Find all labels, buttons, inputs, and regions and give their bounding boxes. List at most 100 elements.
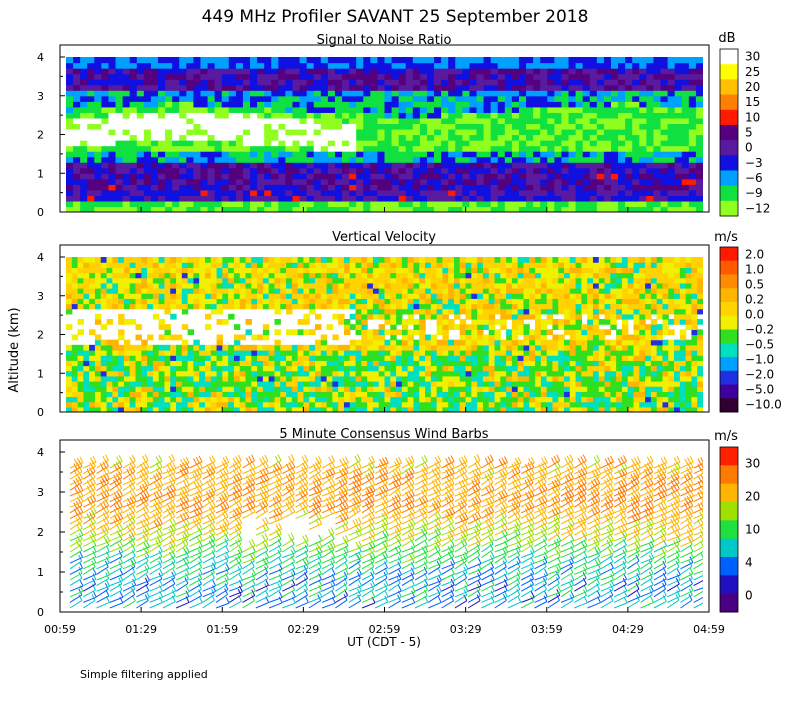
snr-cell xyxy=(427,107,435,113)
vv-cell xyxy=(564,329,570,335)
snr-cell xyxy=(604,135,612,141)
vv-cell xyxy=(512,257,518,263)
vv-cell xyxy=(66,257,72,263)
y-tick-label: 1 xyxy=(37,167,44,180)
vv-cell xyxy=(263,293,269,299)
snr-cell xyxy=(335,85,343,91)
snr-cell xyxy=(101,90,109,96)
snr-cell xyxy=(625,63,633,69)
snr-cell xyxy=(285,123,293,129)
vv-cell xyxy=(535,273,541,279)
vv-cell xyxy=(269,381,275,387)
snr-cell xyxy=(250,63,258,69)
snr-cell xyxy=(462,162,470,168)
vv-cell xyxy=(564,267,570,273)
snr-cell xyxy=(505,162,513,168)
vv-cell xyxy=(315,304,321,310)
vv-cell xyxy=(471,386,477,392)
snr-cell xyxy=(349,68,357,74)
snr-cell xyxy=(533,146,541,152)
snr-cell xyxy=(158,162,166,168)
vv-cell xyxy=(170,304,176,310)
vv-cell xyxy=(367,314,373,320)
vv-cell xyxy=(338,371,344,377)
snr-cell xyxy=(484,162,492,168)
vv-cell xyxy=(408,262,414,268)
vv-cell xyxy=(263,391,269,397)
vv-cell xyxy=(570,381,576,387)
snr-cell xyxy=(420,201,428,207)
snr-cell xyxy=(392,123,400,129)
snr-cell xyxy=(335,123,343,129)
snr-cell xyxy=(108,68,116,74)
snr-cell xyxy=(611,85,619,91)
vv-cell xyxy=(576,324,582,330)
vv-cell xyxy=(506,340,512,346)
vv-cell xyxy=(547,257,553,263)
snr-cell xyxy=(413,57,421,63)
snr-cell xyxy=(200,146,208,152)
snr-cell xyxy=(441,157,449,163)
vv-cell xyxy=(402,324,408,330)
vv-cell xyxy=(72,376,78,382)
vv-cell xyxy=(379,397,385,403)
snr-cell xyxy=(186,140,194,146)
snr-cell xyxy=(158,57,166,63)
snr-cell xyxy=(505,173,513,179)
snr-cell xyxy=(569,107,577,113)
vv-cell xyxy=(95,345,101,351)
snr-cell xyxy=(547,85,555,91)
colorbar-label: 15 xyxy=(745,95,760,109)
snr-cell xyxy=(66,151,74,157)
vv-cell xyxy=(361,267,367,273)
snr-cell xyxy=(682,173,690,179)
snr-cell xyxy=(165,79,173,85)
snr-cell xyxy=(370,151,378,157)
vv-cell xyxy=(292,304,298,310)
snr-cell xyxy=(392,184,400,190)
vv-cell xyxy=(460,288,466,294)
snr-cell xyxy=(385,68,393,74)
vv-cell xyxy=(315,355,321,361)
snr-cell xyxy=(94,118,102,124)
snr-cell xyxy=(455,118,463,124)
vv-cell xyxy=(587,283,593,289)
colorbar-swatch xyxy=(720,201,738,217)
vv-cell xyxy=(466,360,472,366)
colorbar-label: −6 xyxy=(745,171,763,185)
snr-cell xyxy=(356,190,364,196)
snr-cell xyxy=(123,140,131,146)
snr-cell xyxy=(554,112,562,118)
vv-cell xyxy=(396,371,402,377)
snr-cell xyxy=(307,107,315,113)
snr-cell xyxy=(519,96,527,102)
vv-cell xyxy=(298,366,304,372)
vv-cell xyxy=(72,381,78,387)
snr-cell xyxy=(370,90,378,96)
snr-cell xyxy=(101,173,109,179)
vv-cell xyxy=(251,267,257,273)
vv-cell xyxy=(587,324,593,330)
vv-cell xyxy=(518,262,524,268)
snr-cell xyxy=(264,74,272,80)
vv-cell xyxy=(147,371,153,377)
vv-cell xyxy=(228,283,234,289)
vv-cell xyxy=(332,298,338,304)
vv-cell xyxy=(182,340,188,346)
snr-cell xyxy=(434,140,442,146)
snr-cell xyxy=(250,107,258,113)
vv-cell xyxy=(390,304,396,310)
snr-cell xyxy=(200,129,208,135)
snr-cell xyxy=(639,107,647,113)
snr-cell xyxy=(561,184,569,190)
snr-cell xyxy=(420,157,428,163)
snr-cell xyxy=(413,112,421,118)
vv-cell xyxy=(361,293,367,299)
vv-cell xyxy=(471,340,477,346)
snr-cell xyxy=(399,74,407,80)
vv-cell xyxy=(240,293,246,299)
snr-cell xyxy=(179,190,187,196)
vv-cell xyxy=(280,304,286,310)
snr-cell xyxy=(328,146,336,152)
snr-cell xyxy=(512,151,520,157)
